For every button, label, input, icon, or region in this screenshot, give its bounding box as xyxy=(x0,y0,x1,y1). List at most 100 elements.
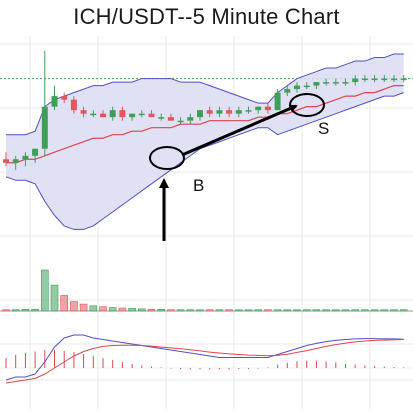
volume-bar xyxy=(147,308,156,312)
candle-body xyxy=(352,78,359,83)
annotation-layer: B S xyxy=(149,93,329,241)
volume-bar xyxy=(341,309,350,312)
volume-bar xyxy=(138,308,146,312)
volume-bar xyxy=(118,307,127,312)
candle-body xyxy=(284,89,291,93)
volume-bar xyxy=(176,309,185,312)
candle-body xyxy=(129,113,136,118)
candle-body xyxy=(158,117,165,119)
volume-bar xyxy=(215,309,224,312)
candle-body xyxy=(274,92,281,111)
volume-bar xyxy=(11,309,20,312)
candle-body xyxy=(400,78,407,81)
volume-bar xyxy=(331,309,340,312)
volume-bar xyxy=(399,309,408,312)
candle-body xyxy=(342,82,349,84)
candle-body xyxy=(12,159,19,163)
volume-bar xyxy=(99,306,107,312)
volume-bar xyxy=(264,309,272,312)
candle-body xyxy=(148,113,155,118)
volume-bar xyxy=(167,309,175,312)
volume-bar xyxy=(351,309,360,312)
candle-body xyxy=(206,110,213,114)
volume-bar xyxy=(205,309,214,312)
candle-body xyxy=(294,85,300,90)
buy-label: B xyxy=(193,176,204,195)
buy-circle xyxy=(149,146,185,170)
candle-body xyxy=(361,78,368,81)
candle-body xyxy=(216,110,223,114)
candle-body xyxy=(187,117,194,121)
volume-bar xyxy=(2,309,10,312)
candle-body xyxy=(90,113,97,116)
volume-bar xyxy=(380,309,389,312)
candle-body xyxy=(226,110,233,114)
volume-bar xyxy=(60,295,69,312)
volume-bar xyxy=(293,309,301,312)
volume-bar xyxy=(302,309,311,312)
buy-to-sell-arrow xyxy=(181,104,298,157)
bollinger-upper-line xyxy=(6,53,404,136)
volume-bar xyxy=(244,309,253,312)
bollinger-lower-line xyxy=(5,92,404,230)
volume-bar xyxy=(70,301,78,312)
chart-title: ICH/USDT--5 Minute Chart xyxy=(73,4,340,29)
sell-label: S xyxy=(318,119,329,138)
volume-bar xyxy=(79,303,88,312)
candle-body xyxy=(138,113,145,116)
volume-bar xyxy=(128,308,136,312)
candle-body xyxy=(70,99,77,111)
candle-body xyxy=(255,106,262,111)
moving-average-line xyxy=(6,84,404,164)
candle-body xyxy=(41,106,48,149)
volume-bar xyxy=(390,309,398,312)
candle-body xyxy=(313,82,320,86)
macd-signal-line xyxy=(5,339,404,384)
volume-bar xyxy=(108,307,117,312)
volume-bar xyxy=(157,308,165,312)
volume-bar xyxy=(50,284,59,312)
candle-body xyxy=(32,148,39,156)
candle-body xyxy=(3,159,9,163)
volume-bar xyxy=(89,305,98,312)
volume-bar xyxy=(322,309,330,312)
bollinger-band-layer xyxy=(5,53,404,230)
candle-body xyxy=(332,82,339,84)
volume-bar xyxy=(225,309,233,312)
candle-body xyxy=(51,96,58,107)
volume-bar xyxy=(21,308,30,312)
volume-bar xyxy=(31,308,39,312)
candle-body xyxy=(391,78,397,81)
macd-line xyxy=(5,334,404,381)
volume-bar xyxy=(273,309,282,312)
candle-body xyxy=(381,78,388,81)
candle-layer xyxy=(3,50,407,170)
volume-bar xyxy=(370,309,379,312)
volume-layer xyxy=(2,269,408,312)
volume-bar xyxy=(235,309,243,312)
volume-bar xyxy=(361,309,369,312)
candle-body xyxy=(167,117,174,121)
bollinger-band-fill xyxy=(6,54,404,230)
candle-body xyxy=(80,110,87,114)
candle-body xyxy=(197,110,203,118)
candle-body xyxy=(61,96,68,100)
candle-body xyxy=(245,110,252,112)
candle-body xyxy=(235,110,242,114)
candle-body xyxy=(100,113,106,118)
candle-body xyxy=(177,120,184,123)
volume-bar xyxy=(283,309,292,312)
volume-bar xyxy=(254,309,262,312)
candle-body xyxy=(22,155,29,160)
candle-body xyxy=(119,110,126,118)
macd-layer xyxy=(0,334,413,384)
volume-bar xyxy=(312,309,321,312)
volume-bar xyxy=(186,309,195,312)
candle-body xyxy=(323,82,330,84)
candle-body xyxy=(109,110,116,118)
volume-bar xyxy=(196,309,204,312)
volume-bar xyxy=(40,269,49,312)
candle-body xyxy=(303,85,310,88)
